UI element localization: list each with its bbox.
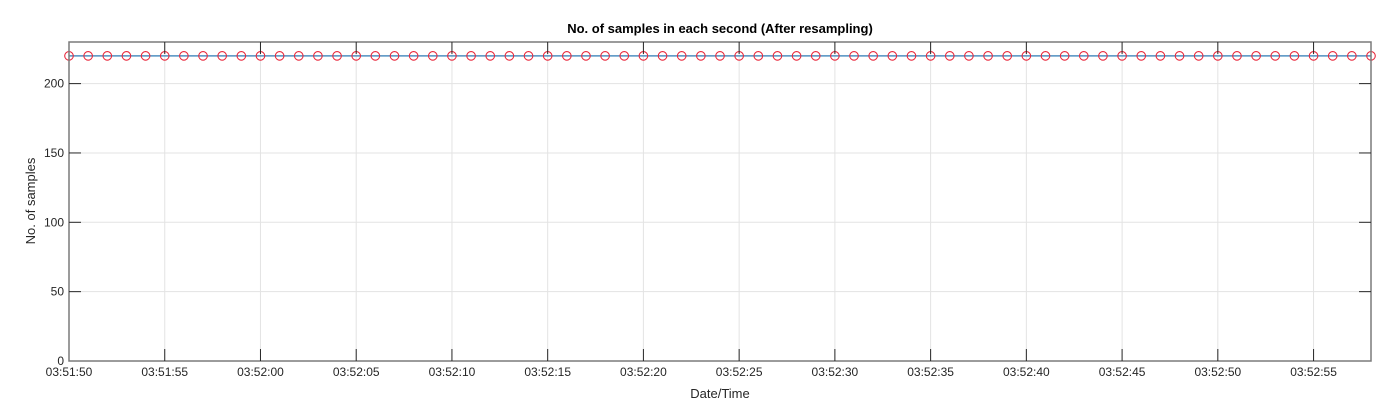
chart-title: No. of samples in each second (After res… [567, 21, 873, 36]
data-point [293, 51, 304, 61]
data-point [1347, 51, 1357, 61]
data-point [1289, 51, 1300, 61]
data-point [715, 51, 725, 61]
data-point [1136, 51, 1147, 61]
data-point [408, 51, 419, 61]
x-axis-label: Date/Time [690, 386, 749, 401]
data-point [1078, 51, 1089, 61]
x-tick-label: 03:52:55 [1290, 365, 1337, 379]
data-point [753, 51, 764, 61]
x-tick-label: 03:52:00 [237, 365, 284, 379]
data-point [1174, 51, 1185, 61]
data-point [1193, 51, 1204, 61]
data-point [102, 51, 113, 61]
data-point [217, 51, 228, 61]
data-point [1040, 51, 1051, 61]
data-point [332, 51, 342, 61]
y-tick-label: 50 [51, 285, 65, 299]
x-tick-label: 03:52:15 [524, 365, 571, 379]
data-point [906, 51, 917, 61]
y-tick-label: 150 [44, 146, 64, 160]
data-point [657, 51, 668, 61]
data-point [83, 51, 93, 61]
data-point [523, 51, 534, 61]
data-point [887, 51, 898, 61]
data-point [696, 51, 706, 61]
data-point [504, 51, 515, 61]
data-point [983, 51, 993, 61]
y-tick-label: 100 [44, 215, 64, 229]
data-point [810, 51, 821, 61]
data-point [561, 51, 572, 61]
x-tick-label: 03:52:50 [1194, 365, 1241, 379]
series-layer [64, 51, 1376, 61]
data-point [121, 51, 132, 61]
y-tick-label: 200 [44, 77, 64, 91]
axes-box [68, 41, 1372, 362]
x-tick-label: 03:52:20 [620, 365, 667, 379]
x-tick-label: 03:51:50 [46, 365, 93, 379]
data-point [1059, 51, 1070, 61]
x-tick-label: 03:52:05 [333, 365, 380, 379]
y-tick-label: 0 [57, 354, 64, 368]
data-point [1232, 51, 1242, 61]
x-tick-label: 03:52:10 [429, 365, 476, 379]
data-point [313, 51, 323, 61]
ticks: 03:51:50 03:51:55 03:52:00 03:52:05 03:52:10… [44, 42, 1371, 379]
x-tick-label: 03:52:45 [1099, 365, 1146, 379]
data-point [600, 51, 610, 61]
data-point [676, 51, 687, 61]
data-point [849, 51, 859, 61]
data-point [466, 51, 476, 61]
data-point [964, 51, 974, 61]
data-point [179, 51, 189, 61]
data-point [1327, 51, 1338, 61]
data-point [1002, 51, 1013, 61]
data-point [772, 51, 783, 61]
data-point [581, 51, 591, 61]
y-axis-label: No. of samples [23, 157, 38, 244]
data-point [198, 51, 208, 61]
data-point [944, 51, 955, 61]
x-tick-label: 03:52:25 [716, 365, 763, 379]
grid [69, 42, 1371, 361]
x-tick-label: 03:52:35 [907, 365, 954, 379]
x-tick-label: 03:52:30 [812, 365, 859, 379]
data-point [868, 51, 879, 61]
data-point [370, 51, 381, 61]
data-point [389, 51, 400, 61]
data-point [1270, 51, 1281, 61]
data-point [1155, 51, 1166, 61]
x-tick-label: 03:52:40 [1003, 365, 1050, 379]
data-point [485, 51, 496, 61]
data-point [791, 51, 802, 61]
data-point [427, 51, 438, 61]
data-point [274, 51, 285, 61]
data-point [619, 51, 630, 61]
data-point [1098, 51, 1108, 61]
data-point [140, 51, 151, 61]
data-point [236, 51, 247, 61]
data-point [1251, 51, 1261, 61]
x-tick-label: 03:51:55 [141, 365, 188, 379]
